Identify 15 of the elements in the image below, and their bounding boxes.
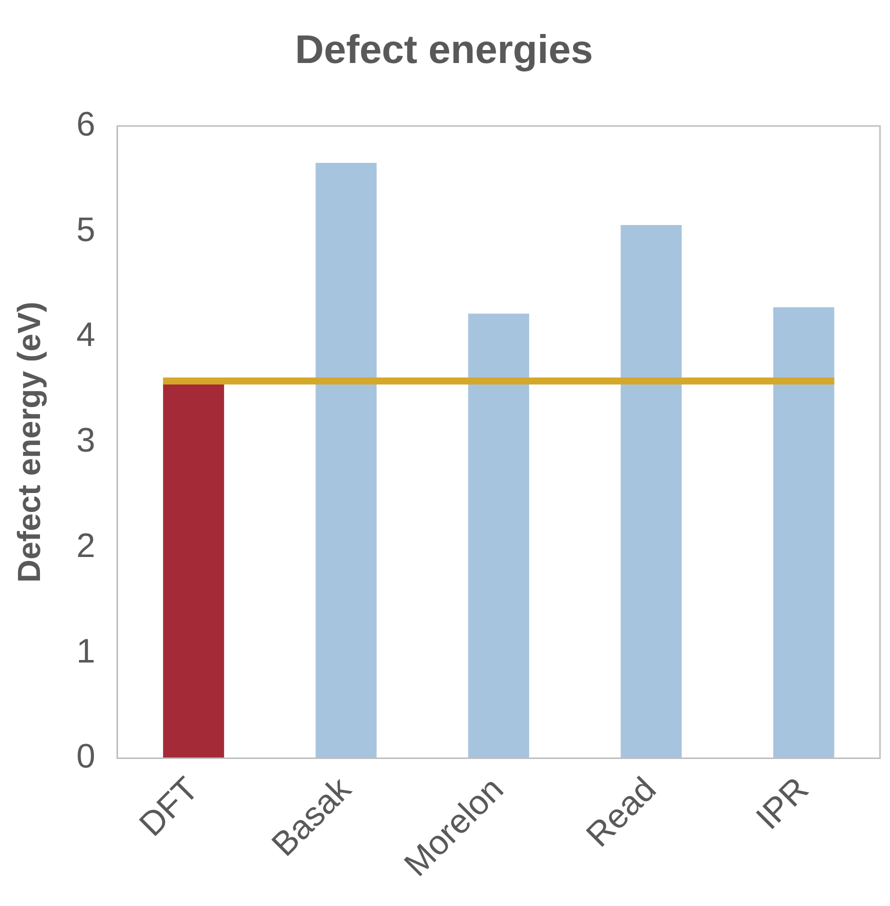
y-tick-label: 5 [76,210,96,249]
bar [163,382,224,758]
x-tick-label: IPR [749,770,816,838]
y-axis-title: Defect energy (eV) [11,302,48,583]
y-tick-label: 4 [76,316,96,354]
bar [468,314,530,758]
bar [773,307,834,758]
y-tick-label: 2 [76,526,96,565]
y-tick-label: 0 [76,738,96,776]
bar [620,225,682,758]
y-tick-label: 6 [76,105,96,144]
chart-title: Defect energies [295,28,593,72]
y-tick-label: 3 [76,422,96,460]
bar [316,162,377,758]
y-tick-label: 1 [76,632,96,670]
